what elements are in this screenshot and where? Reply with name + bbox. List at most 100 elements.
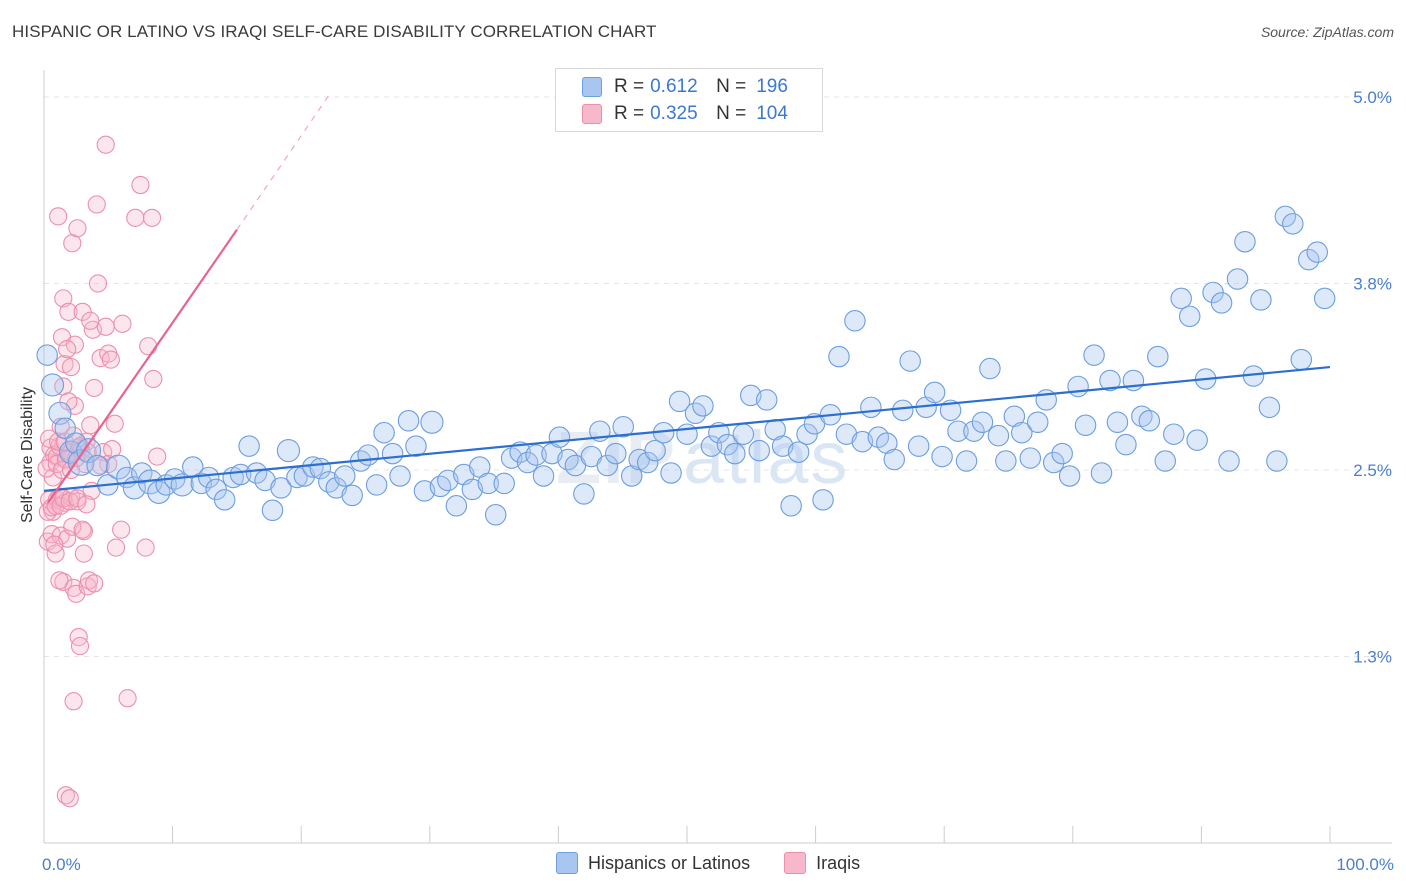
hispanic-point (860, 396, 882, 419)
hispanic-point (692, 395, 714, 417)
iraqi-point (58, 340, 77, 359)
hispanic-point (851, 430, 874, 453)
series-swatch-iraqi (784, 852, 807, 874)
hispanic-point (1026, 411, 1049, 434)
iraqi-point (126, 208, 145, 227)
hispanic-point (548, 426, 571, 448)
hispanic-point (1297, 248, 1320, 271)
hispanic-point (1154, 450, 1177, 472)
hispanic-point (270, 477, 292, 499)
y-tick-label: 1.3% (1353, 648, 1392, 667)
hispanic-point (1099, 369, 1121, 392)
hispanic-point (261, 499, 284, 522)
iraqi-point (106, 538, 126, 557)
hispanic-point (771, 435, 794, 457)
watermark: ZIPatlas (556, 415, 849, 500)
iraqi-point (77, 495, 96, 514)
hispanic-point (995, 450, 1017, 472)
hispanic-point (318, 471, 340, 493)
hispanic-point (229, 463, 252, 486)
hispanic-point (245, 462, 268, 484)
hispanic-point (40, 373, 65, 397)
hispanic-point (1226, 268, 1249, 290)
hispanic-point (787, 441, 810, 463)
iraqi-point (50, 571, 69, 590)
hispanic-point (1290, 348, 1313, 371)
hispanic-point (979, 357, 1001, 380)
source-credit: Source: ZipAtlas.com (1260, 24, 1394, 40)
hispanic-point (509, 441, 531, 463)
hispanic-point (1234, 230, 1256, 253)
hispanic-point (389, 465, 411, 487)
hispanic-point (812, 489, 834, 511)
hispanic-point (844, 310, 866, 332)
legend-r-label: R = (614, 76, 645, 97)
hispanic-point (1266, 450, 1288, 472)
x-tick-label: 0.0% (42, 855, 81, 874)
hispanic-point (947, 420, 969, 442)
hispanic-point (676, 423, 698, 445)
hispanic-point (740, 384, 762, 407)
hispanic-point (708, 421, 730, 444)
hispanic-point (1115, 433, 1137, 456)
hispanic-point (381, 442, 404, 465)
hispanic-point (573, 483, 595, 505)
iraqi-point (112, 520, 131, 539)
hispanic-point (420, 410, 444, 434)
hispanic-point (477, 472, 500, 495)
hispanic-point (1058, 465, 1081, 487)
hispanic-point (1019, 447, 1042, 469)
series-legend: Hispanics or Latinos Iraqis (556, 852, 894, 874)
hispanic-point (755, 389, 778, 411)
legend-r-value: 0.612 (650, 76, 698, 97)
iraqi-point (81, 416, 100, 435)
y-tick-label: 5.0% (1353, 88, 1392, 107)
hispanic-point (373, 421, 395, 444)
hispanic-point (1011, 421, 1033, 444)
hispanic-point (923, 381, 946, 404)
hispanic-point (105, 454, 131, 480)
legend-n-value: 196 (756, 76, 788, 97)
legend-swatch-hispanic (582, 77, 602, 97)
series-legend-item-iraqi[interactable]: Iraqis (784, 852, 860, 874)
hispanic-point (238, 435, 260, 457)
iraqi-point (139, 337, 158, 356)
series-label-iraqi: Iraqis (816, 852, 861, 873)
iraqi-point (61, 357, 81, 377)
hispanic-point (605, 442, 627, 465)
hispanic-point (780, 495, 802, 517)
hispanic-point (213, 489, 236, 511)
hispanic-point (405, 435, 427, 457)
iraqi-point (85, 574, 104, 593)
chart-title: HISPANIC OR LATINO VS IRAQI SELF-CARE DI… (12, 22, 657, 41)
hispanic-point (341, 484, 363, 507)
hispanic-point (1074, 414, 1097, 436)
iraqi-point (118, 689, 137, 708)
hispanic-point (636, 451, 659, 474)
hispanic-point (828, 345, 850, 368)
hispanic-point (748, 439, 771, 462)
hispanic-point (86, 454, 108, 477)
hispanic-point (724, 442, 746, 465)
iraqi-point (59, 392, 78, 411)
hispanic-point (939, 399, 962, 422)
hispanic-trend-line (43, 365, 1331, 492)
hispanic-point (197, 466, 220, 489)
hispanic-point (907, 435, 930, 457)
hispanic-point (1306, 241, 1328, 263)
iraqi-trend-extension (236, 92, 332, 231)
hispanic-point (596, 454, 619, 477)
hispanic-point (413, 480, 436, 502)
legend-n-value: 104 (756, 103, 788, 124)
iraqi-point (103, 440, 122, 459)
hispanic-point (276, 439, 301, 463)
series-legend-item-hispanic[interactable]: Hispanics or Latinos (556, 852, 750, 874)
y-axis-label: Self-Care Disability (19, 386, 36, 524)
watermark-zip: ZIP (556, 416, 678, 499)
y-tick-label: 3.8% (1353, 275, 1392, 294)
legend-swatch-iraqi (582, 104, 602, 124)
hispanic-point (357, 444, 379, 466)
hispanic-point (397, 410, 420, 432)
iraqi-point (136, 538, 155, 557)
